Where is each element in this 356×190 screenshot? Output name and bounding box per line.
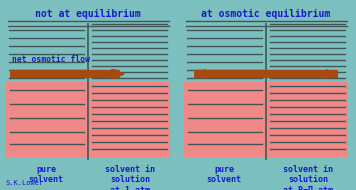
Text: net osmotic flow: net osmotic flow (12, 55, 90, 63)
Text: pure
solvent: pure solvent (28, 165, 63, 184)
Text: solvent in
solution
at P=Π atm: solvent in solution at P=Π atm (283, 165, 333, 190)
Text: pure
solvent: pure solvent (206, 165, 241, 184)
Bar (6, 82, 170, 157)
Bar (184, 82, 348, 157)
Text: at osmotic equilibrium: at osmotic equilibrium (201, 9, 331, 19)
Text: not at equilibrium: not at equilibrium (35, 9, 141, 19)
Text: solvent in
solution
at 1 atm: solvent in solution at 1 atm (105, 165, 155, 190)
Text: S.K.Lower: S.K.Lower (6, 180, 44, 186)
